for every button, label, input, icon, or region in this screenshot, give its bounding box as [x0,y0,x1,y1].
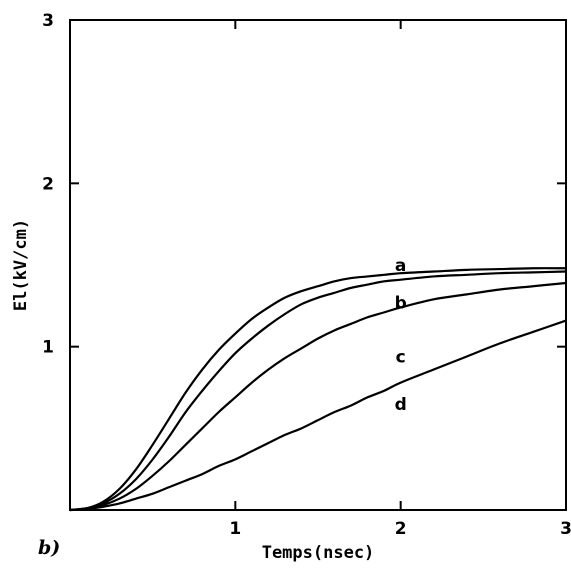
plot-frame [69,19,567,511]
panel-label: b) [38,537,60,559]
y-tick-label: 3 [42,11,54,31]
y-tick-label: 1 [42,338,54,358]
series-label-c: c [396,347,406,367]
series-label-b: b [395,294,407,314]
y-axis-ticks: 1 2 3 [42,11,566,358]
series-labels: ab c d [395,256,407,415]
series-line-a [69,267,567,512]
x-tick-label: 3 [560,519,571,539]
x-tick-label: 1 [229,519,241,539]
series-line-c [69,281,567,512]
x-tick-label: 2 [395,519,407,539]
x-axis-label: Temps(nsec) [262,543,375,563]
y-tick-label: 2 [42,174,54,194]
y-axis-label: El(kV/cm) [11,219,31,311]
series-label-d: d [395,395,407,415]
series-lines [69,267,567,512]
series-label-a: a [395,256,406,276]
x-axis-ticks: 1 2 3 [229,20,571,539]
series-line-b [69,270,567,512]
series-line-d [69,319,567,512]
